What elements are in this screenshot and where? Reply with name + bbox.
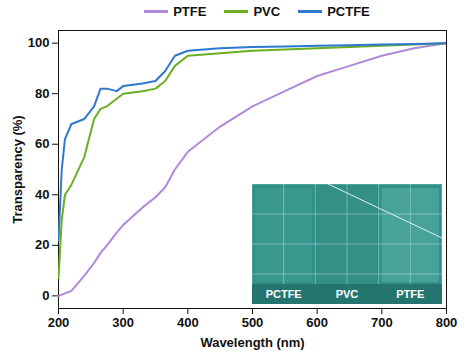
svg-text:500: 500	[242, 315, 264, 330]
svg-text:PCTFE: PCTFE	[266, 288, 302, 300]
svg-text:80: 80	[35, 86, 49, 101]
svg-text:300: 300	[112, 315, 134, 330]
svg-text:200: 200	[48, 315, 70, 330]
svg-text:PVC: PVC	[336, 288, 359, 300]
html-text:PTFE: PTFE	[173, 3, 207, 19]
svg-text:Wavelength (nm): Wavelength (nm)	[200, 335, 304, 350]
html-text:PCTFE: PCTFE	[327, 3, 370, 19]
svg-text:60: 60	[35, 136, 49, 151]
svg-text:0: 0	[42, 288, 49, 303]
svg-text:600: 600	[306, 315, 328, 330]
svg-text:40: 40	[35, 187, 49, 202]
svg-text:400: 400	[177, 315, 199, 330]
svg-text:800: 800	[436, 315, 458, 330]
svg-text:Transparency (%): Transparency (%)	[10, 115, 25, 223]
svg-text:PTFE: PTFE	[396, 288, 424, 300]
svg-text:20: 20	[35, 237, 49, 252]
svg-text:100: 100	[28, 35, 50, 50]
html-text:PVC: PVC	[253, 3, 281, 19]
svg-text:700: 700	[371, 315, 393, 330]
